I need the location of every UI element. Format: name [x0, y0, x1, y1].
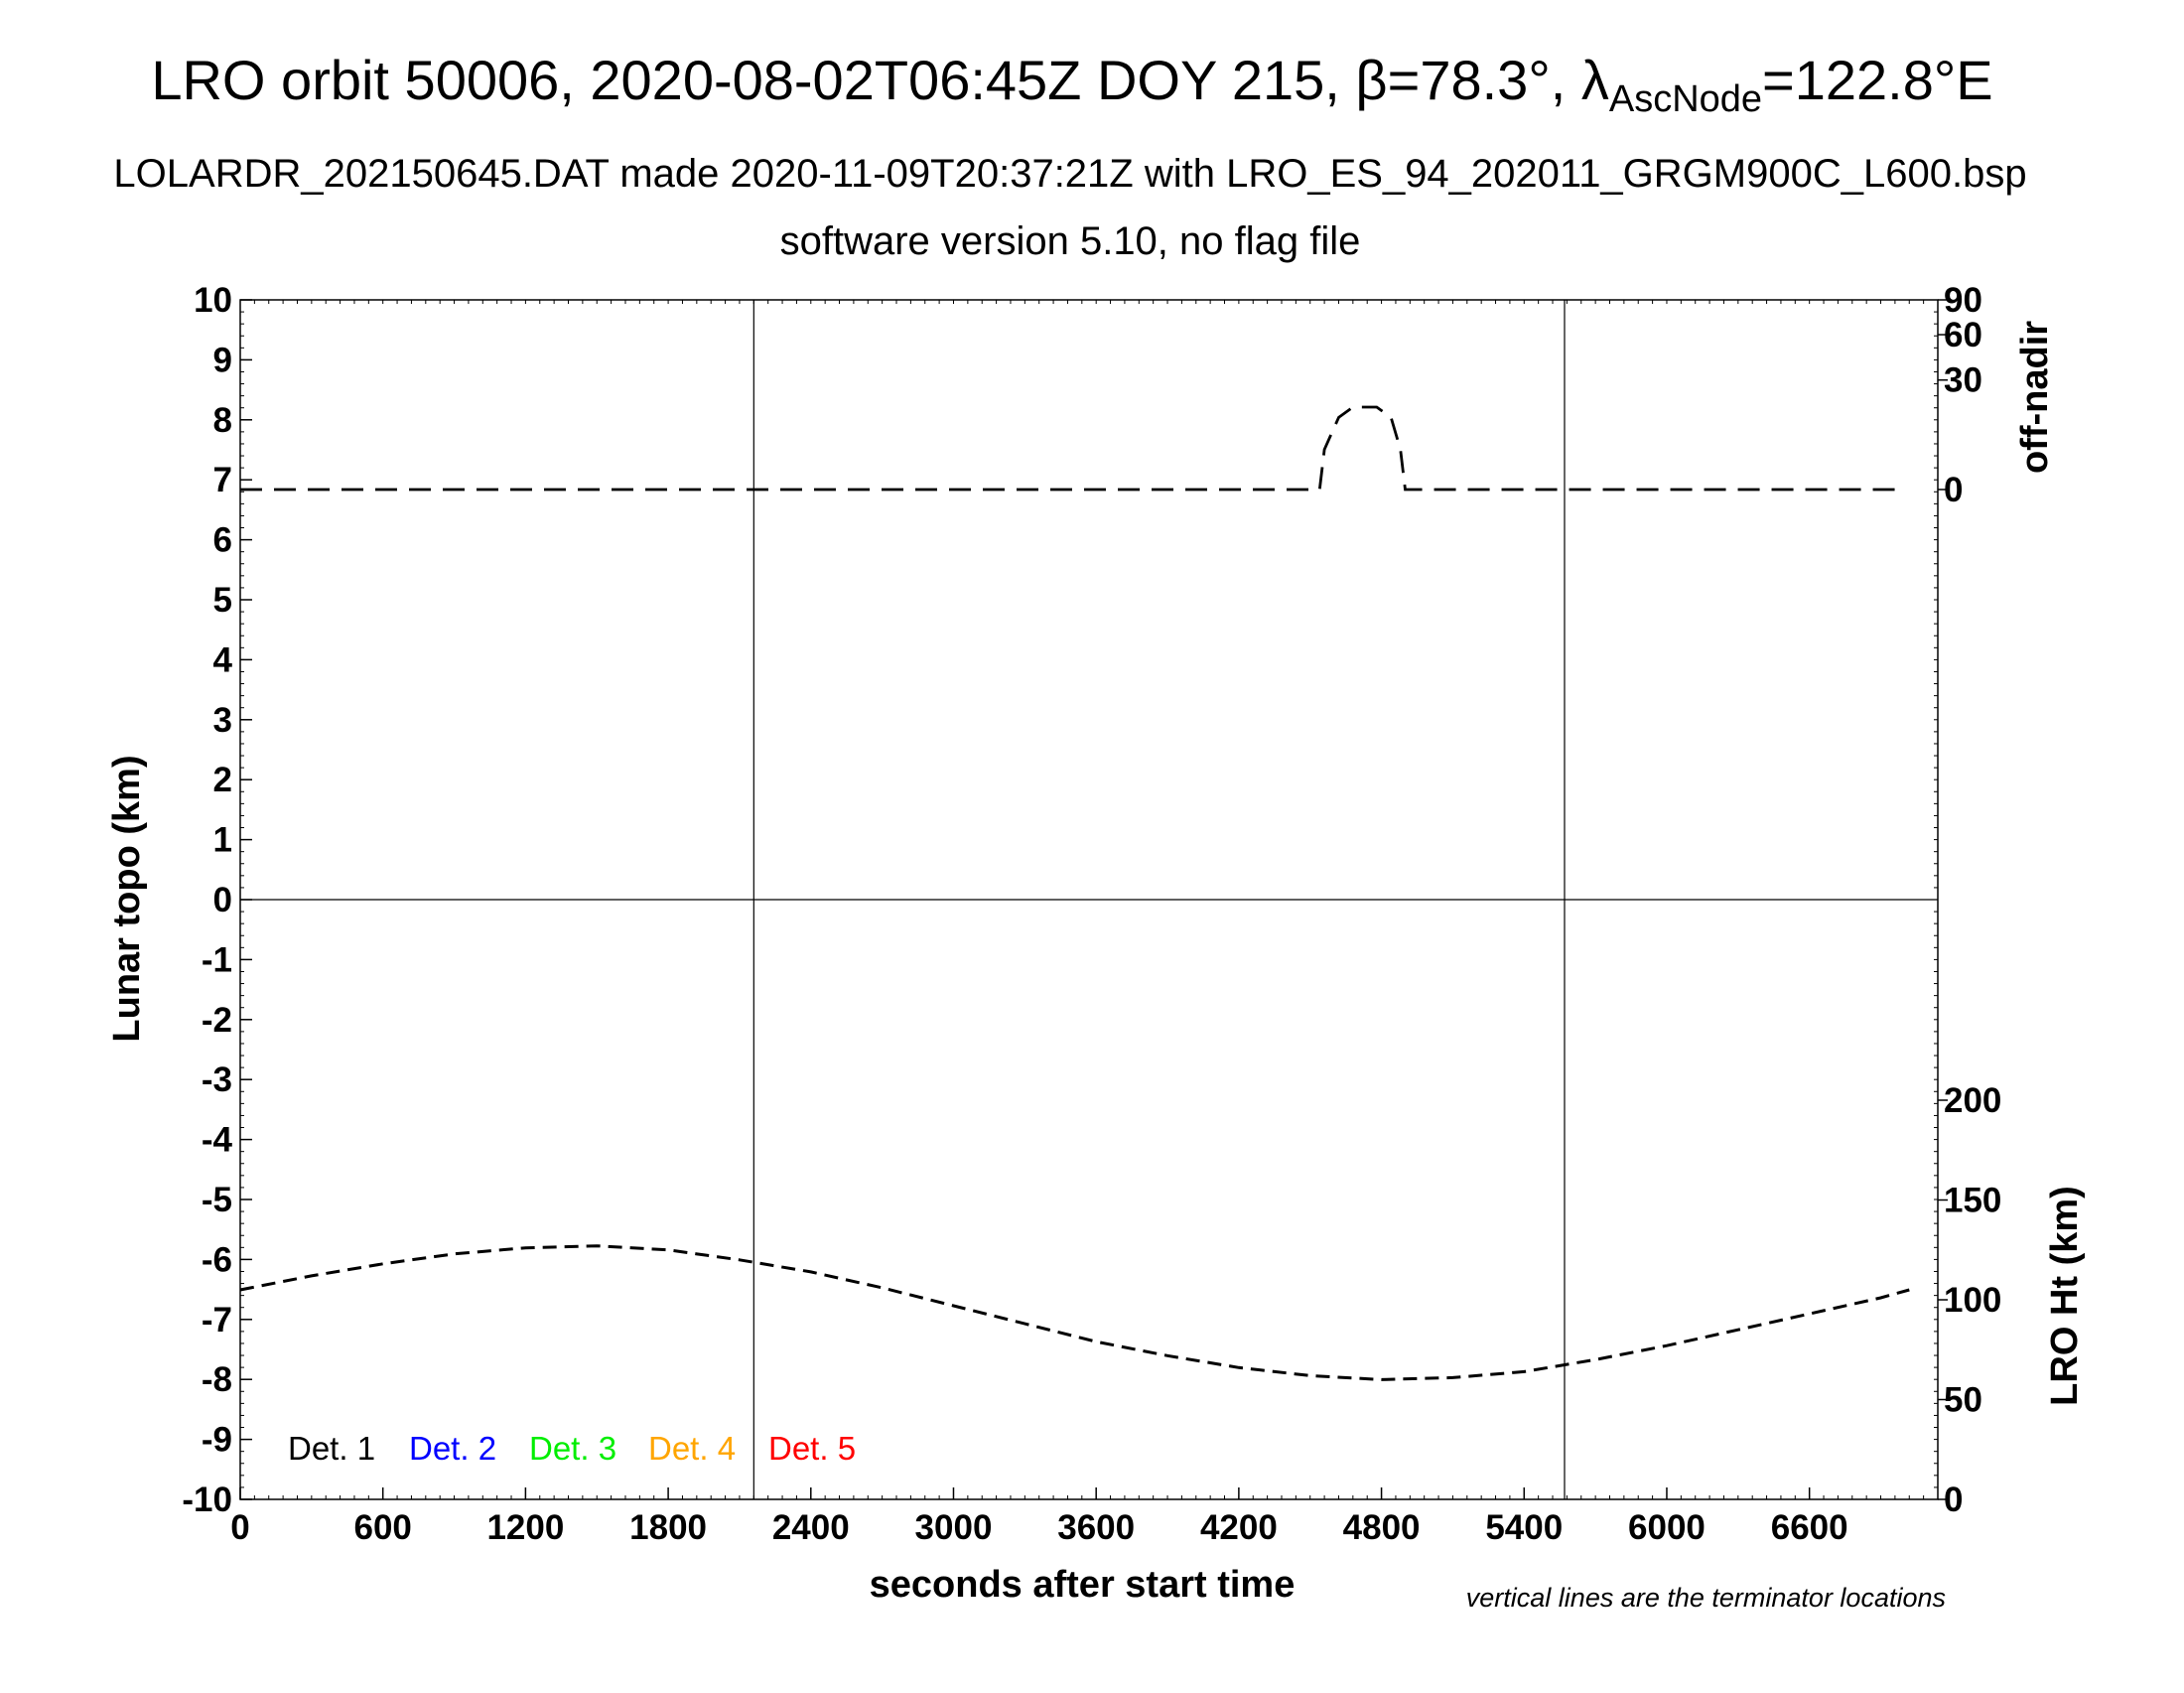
y-tick-label-right-top: 30: [1944, 361, 1982, 400]
y-tick-label-left: 4: [213, 640, 233, 679]
plot-area: 0 600 1200 1800 2400 3000 3600 4200 4800 5400 6000…: [182, 281, 2001, 1547]
y-tick-label-left: 9: [213, 341, 232, 379]
legend-item: Det. 4: [648, 1430, 736, 1467]
y-axis-label-right-bottom: LRO Ht (km): [2044, 1186, 2086, 1406]
x-tick-label: 600: [353, 1508, 411, 1547]
y-tick-label-left: 1: [213, 821, 232, 860]
y-tick-label-left: 5: [213, 581, 232, 620]
x-tick-label: 0: [230, 1508, 249, 1547]
x-tick-label: 3600: [1057, 1508, 1135, 1547]
y-tick-label-right-bottom: 0: [1944, 1481, 1963, 1519]
x-tick-label: 6000: [1628, 1508, 1706, 1547]
chart-subtitle: LOLARDR_202150645.DAT made 2020-11-09T20…: [113, 152, 2026, 196]
legend-item: Det. 1: [288, 1430, 375, 1467]
y-tick-label-left: -9: [202, 1421, 232, 1460]
y-tick-label-left: -4: [202, 1121, 233, 1160]
y-tick-label-right-bottom: 50: [1944, 1381, 1982, 1420]
chart-title: LRO orbit 50006, 2020-08-02T06:45Z DOY 2…: [151, 49, 1992, 120]
x-tick-label: 6600: [1771, 1508, 1848, 1547]
x-tick-label: 4800: [1343, 1508, 1421, 1547]
y-tick-label-left: -5: [202, 1181, 232, 1219]
y-tick-label-right-bottom: 150: [1944, 1182, 2001, 1220]
x-tick-label: 3000: [915, 1508, 993, 1547]
terminator-note: vertical lines are the terminator locati…: [1466, 1583, 1946, 1613]
legend-item: Det. 5: [768, 1430, 856, 1467]
y-tick-label-left: -7: [202, 1301, 232, 1340]
y-tick-label-right-top: 90: [1944, 281, 1982, 320]
y-tick-label-left: 0: [213, 881, 232, 919]
y-tick-label-left: 10: [194, 281, 232, 320]
lro-height-series: [239, 1244, 1910, 1381]
y-tick-label-left: -8: [202, 1360, 232, 1399]
y-tick-label-right-top: 60: [1944, 316, 1982, 354]
x-axis-label: seconds after start time: [870, 1564, 1296, 1606]
y-tick-label-left: 6: [213, 521, 232, 560]
y-axis-label-right-top: off-nadir: [2014, 321, 2056, 474]
y-tick-label-left: 3: [213, 701, 232, 740]
x-tick-label: 5400: [1485, 1508, 1563, 1547]
off-nadir-series: [240, 405, 1905, 492]
y-tick-label-left: -10: [182, 1481, 232, 1519]
legend-item: Det. 2: [409, 1430, 496, 1467]
chart-subtitle-2: software version 5.10, no flag file: [780, 219, 1361, 263]
x-tick-label: 4200: [1200, 1508, 1278, 1547]
y-tick-label-left: 8: [213, 401, 232, 440]
y-tick-label-right-top: 0: [1944, 471, 1963, 509]
x-tick-label: 1200: [486, 1508, 564, 1547]
x-tick-label: 1800: [629, 1508, 707, 1547]
y-tick-label-right-bottom: 100: [1944, 1281, 2001, 1320]
y-tick-label-left: 7: [213, 461, 232, 499]
x-tick-label: 2400: [772, 1508, 850, 1547]
y-tick-label-left: -6: [202, 1240, 232, 1279]
y-tick-label-right-bottom: 200: [1944, 1081, 2001, 1120]
y-tick-label-left: -2: [202, 1001, 232, 1040]
y-tick-label-left: -3: [202, 1060, 232, 1099]
y-tick-label-left: -1: [202, 940, 232, 979]
legend-item: Det. 3: [529, 1430, 616, 1467]
y-tick-label-left: 2: [213, 761, 232, 799]
y-axis-label-left: Lunar topo (km): [106, 755, 148, 1042]
